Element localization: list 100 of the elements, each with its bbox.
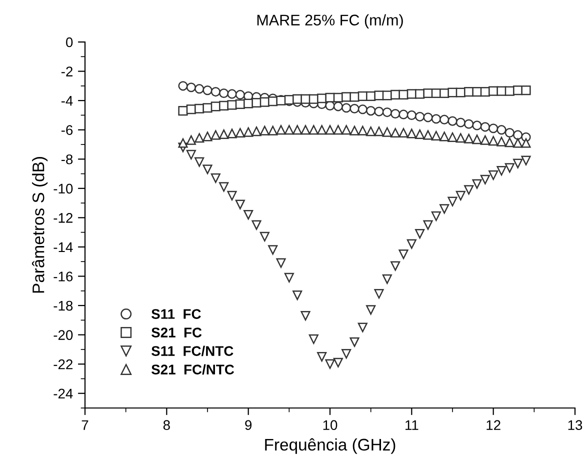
point	[456, 190, 466, 201]
point	[415, 89, 425, 99]
x-tick-label: 8	[163, 420, 170, 430]
point	[252, 98, 262, 108]
point	[244, 98, 254, 108]
x-tick-label: 12	[486, 420, 500, 430]
point	[194, 133, 204, 143]
point	[186, 82, 196, 92]
point	[423, 130, 433, 140]
point	[350, 104, 360, 114]
point	[333, 125, 343, 135]
legend-label: S21 FC	[151, 328, 202, 338]
point	[448, 196, 458, 206]
point	[382, 274, 392, 284]
point	[398, 110, 408, 120]
point	[448, 116, 458, 126]
point	[276, 125, 286, 135]
point	[415, 228, 425, 239]
point	[366, 305, 376, 315]
point	[260, 126, 270, 136]
point	[521, 138, 531, 148]
point	[244, 210, 254, 220]
point	[504, 137, 514, 148]
point	[350, 337, 360, 347]
point	[276, 258, 286, 268]
point	[398, 249, 408, 260]
point	[488, 136, 498, 146]
point	[366, 106, 376, 116]
y-tick-label: -14	[54, 242, 73, 252]
point	[186, 150, 196, 160]
legend-label: S11 FC	[151, 309, 201, 319]
point	[235, 90, 245, 100]
x-tick-label: 11	[406, 420, 418, 430]
point	[382, 127, 392, 137]
point	[194, 157, 204, 167]
point	[448, 88, 458, 98]
point	[325, 359, 335, 369]
y-tick-label: 0	[66, 37, 73, 48]
point	[521, 156, 531, 166]
point	[284, 272, 294, 282]
point	[496, 125, 506, 135]
point	[440, 132, 450, 142]
point	[464, 134, 474, 144]
point	[202, 86, 212, 96]
point	[374, 106, 384, 116]
point	[406, 128, 416, 138]
point	[219, 182, 229, 192]
point	[480, 122, 490, 132]
point	[260, 232, 270, 242]
point	[300, 310, 310, 321]
point	[350, 126, 360, 136]
y-tick-label: -10	[54, 184, 73, 194]
point	[406, 110, 416, 120]
point	[496, 136, 506, 146]
x-tick-label: 10	[323, 420, 338, 430]
point	[423, 112, 433, 122]
point	[464, 119, 474, 129]
point	[382, 107, 392, 118]
point	[308, 125, 318, 135]
point	[358, 126, 368, 136]
point	[513, 130, 523, 140]
point	[488, 124, 498, 134]
point	[472, 120, 482, 130]
point	[366, 126, 376, 136]
point	[342, 349, 352, 359]
point	[472, 179, 482, 189]
point	[342, 103, 352, 113]
point	[292, 125, 302, 135]
point	[496, 166, 506, 176]
y-tick-label: -4	[61, 96, 73, 106]
y-tick-label: -22	[54, 359, 72, 370]
y-tick-label: -6	[61, 125, 73, 136]
point	[284, 125, 294, 135]
point	[472, 134, 482, 144]
point	[235, 200, 245, 210]
point	[260, 97, 270, 107]
point	[308, 334, 318, 344]
point	[202, 164, 212, 174]
point	[178, 81, 188, 91]
point	[342, 125, 352, 135]
point	[456, 133, 466, 143]
point	[194, 84, 204, 94]
point	[398, 90, 408, 100]
point	[350, 92, 360, 102]
point	[235, 128, 245, 138]
y-tick-label: -18	[54, 300, 73, 311]
point	[513, 138, 523, 148]
point	[333, 358, 343, 368]
y-tick-label: -24	[54, 388, 73, 398]
point	[504, 128, 514, 138]
point	[440, 114, 450, 124]
point	[398, 128, 408, 138]
point	[456, 88, 466, 98]
point	[333, 102, 343, 112]
point	[244, 127, 254, 137]
chart-title: MARE 25% FC (m/m)	[257, 14, 403, 28]
point	[456, 118, 466, 128]
point	[227, 128, 237, 138]
point	[431, 211, 441, 222]
x-tick-label: 13	[568, 420, 582, 430]
